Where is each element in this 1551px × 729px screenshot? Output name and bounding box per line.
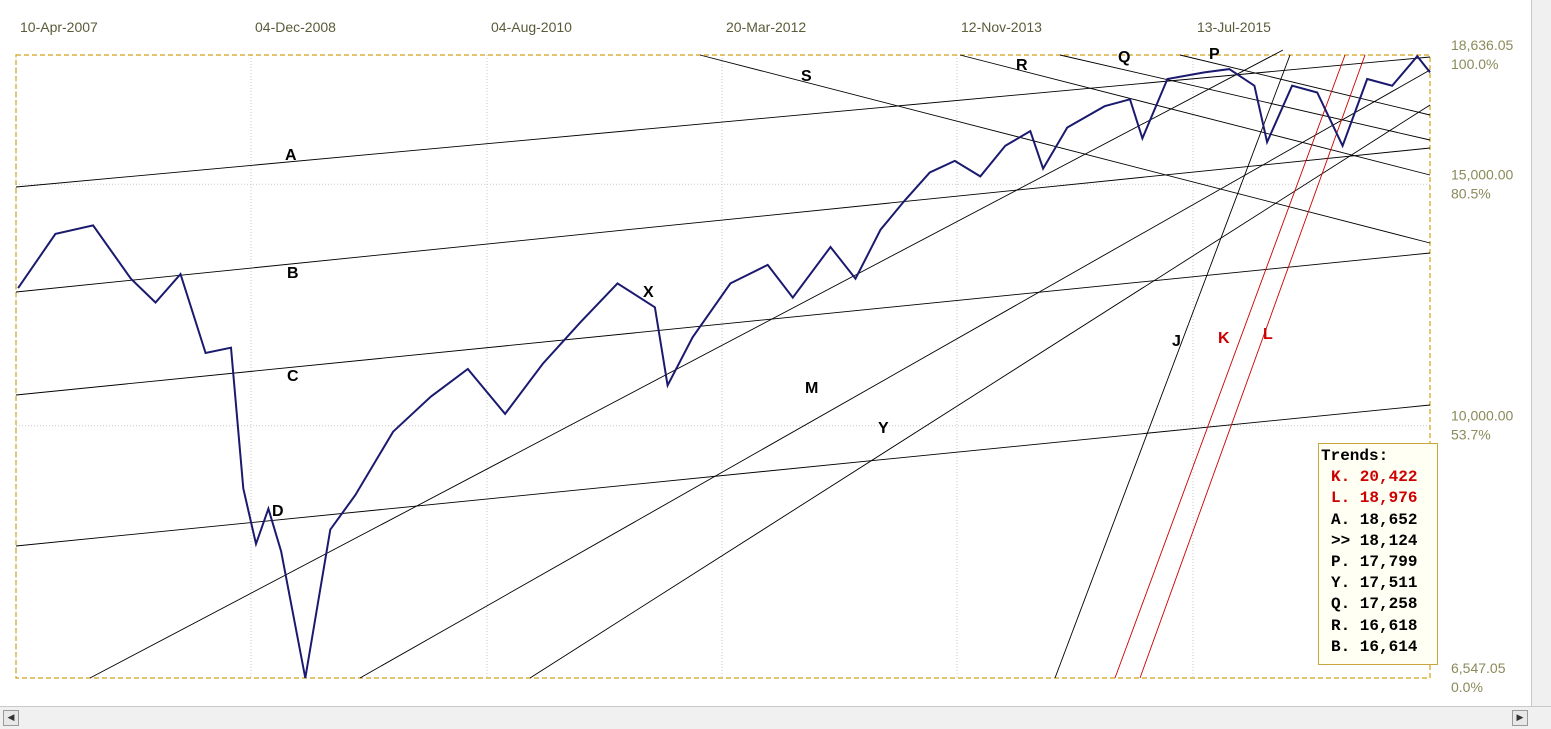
x-tick-label: 10-Apr-2007 (20, 19, 98, 35)
trendline-label-y: Y (878, 420, 889, 437)
x-axis-labels: 10-Apr-2007 04-Dec-2008 04-Aug-2010 20-Mar-… (20, 19, 1271, 35)
y-axis-labels: 18,636.05 100.0% 15,000.00 80.5% 10,000.00 53… (1451, 37, 1513, 695)
trendline-label-c: C (287, 368, 299, 385)
y-tick-label: 18,636.05 (1451, 37, 1513, 53)
trendline-label-q: Q (1118, 49, 1130, 66)
trendline-c (15, 252, 1431, 396)
trendline-j (1054, 54, 1291, 679)
trend-row: L. 18,976 (1331, 489, 1418, 508)
trendline-label-x: X (643, 284, 654, 301)
trend-row: >> 18,124 (1331, 531, 1418, 550)
y-tick-label: 6,547.05 (1451, 660, 1506, 676)
trendline-p (1179, 54, 1431, 116)
trend-row: Q. 17,258 (1331, 595, 1418, 614)
trend-row: R. 16,618 (1331, 616, 1418, 635)
plot-frame (15, 54, 1431, 679)
trend-row: Y. 17,511 (1331, 574, 1418, 593)
trendline-q (1059, 54, 1431, 141)
y-tick-label: 15,000.00 (1451, 166, 1513, 182)
trendline-y (529, 104, 1431, 679)
trend-row: K. 20,422 (1331, 468, 1418, 487)
trendline-label-s: S (801, 68, 812, 85)
trendline-r (959, 54, 1431, 176)
x-tick-label: 04-Aug-2010 (491, 19, 572, 35)
y-tick-label: 10,000.00 (1451, 408, 1513, 424)
x-tick-label: 20-Mar-2012 (726, 19, 806, 35)
trendline-label-r: R (1016, 57, 1028, 74)
trendline-label-d: D (272, 503, 284, 520)
chart-area: 10-Apr-2007 04-Dec-2008 04-Aug-2010 20-Mar-… (15, 19, 1513, 695)
y-tick-percent: 0.0% (1451, 679, 1483, 695)
trendline-label-p: P (1209, 46, 1220, 63)
trendlines (15, 49, 1431, 679)
horizontal-scrollbar[interactable]: ◀ ▶ (0, 706, 1551, 729)
y-tick-percent: 80.5% (1451, 185, 1491, 201)
x-tick-label: 13-Jul-2015 (1197, 19, 1271, 35)
trendline-labels: A B C D X M Y S R Q P J K L (272, 46, 1273, 520)
trends-title: Trends: (1321, 447, 1389, 465)
trendline-l (1139, 54, 1366, 679)
trend-row: B. 16,614 (1331, 637, 1418, 656)
trend-row: P. 17,799 (1331, 553, 1418, 572)
x-tick-label: 04-Dec-2008 (255, 19, 336, 35)
arrow-left-icon[interactable]: ◀ (3, 710, 19, 726)
trendline-x (89, 49, 1284, 679)
arrow-right-icon[interactable]: ▶ (1512, 710, 1528, 726)
trendline-label-b: B (287, 265, 299, 282)
trendline-d (15, 404, 1431, 547)
trendline-label-j: J (1172, 333, 1181, 350)
trendline-label-l: L (1263, 326, 1273, 343)
trend-row: A. 18,652 (1331, 510, 1418, 529)
vertical-scrollbar[interactable] (1531, 0, 1551, 706)
trendline-a (15, 56, 1431, 188)
x-tick-label: 12-Nov-2013 (961, 19, 1042, 35)
trendline-k (1114, 54, 1346, 679)
price-series-line (17, 54, 1431, 679)
trendline-b (15, 147, 1431, 293)
trendline-label-a: A (285, 147, 297, 164)
y-tick-percent: 100.0% (1451, 56, 1498, 72)
trends-list: K. 20,422 L. 18,976 A. 18,652 >> 18,124 P. 1… (1321, 467, 1437, 658)
grid (15, 55, 1430, 678)
trends-legend-box: Trends: K. 20,422 L. 18,976 A. 18,652 >> 18… (1318, 443, 1438, 665)
trendline-label-k: K (1218, 330, 1230, 347)
y-tick-percent: 53.7% (1451, 427, 1491, 443)
trendline-label-m: M (805, 380, 818, 397)
trendline-m (359, 69, 1431, 679)
